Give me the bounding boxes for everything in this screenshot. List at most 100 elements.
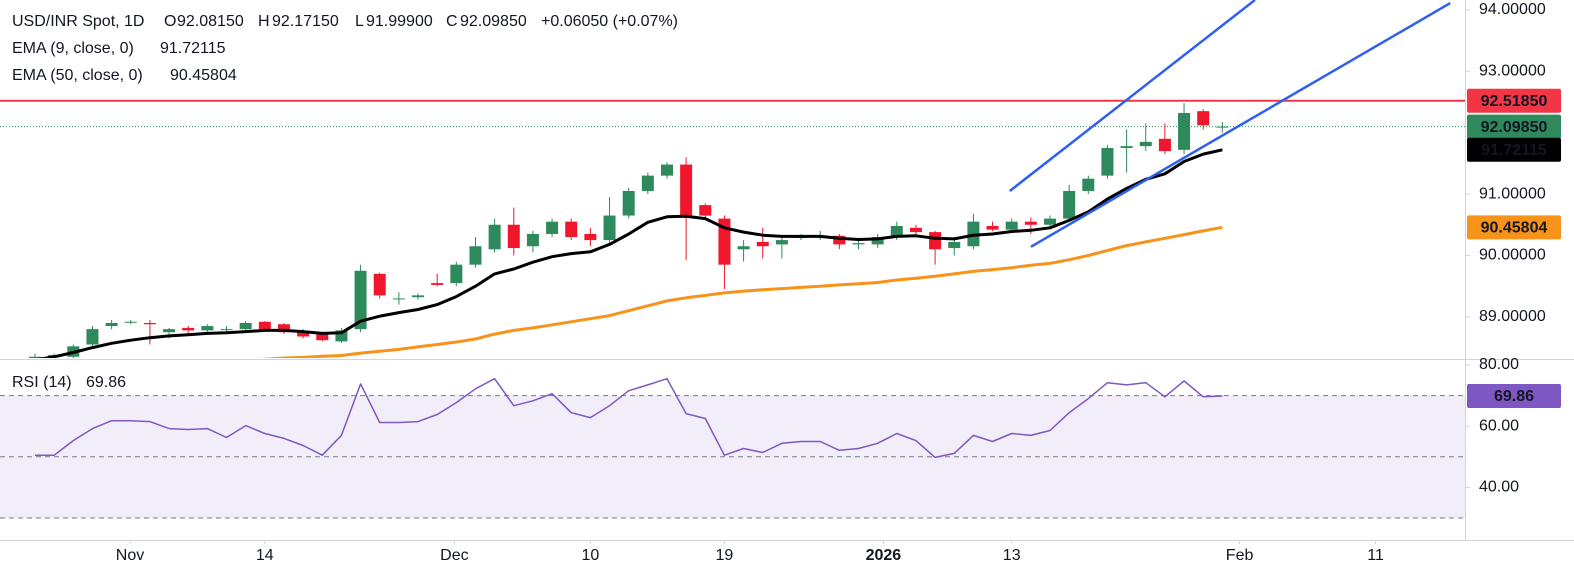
candle-body	[526, 233, 539, 247]
price-badge	[1467, 137, 1561, 162]
candle-body	[986, 225, 999, 230]
candle-body	[565, 221, 578, 238]
candle-body	[335, 330, 348, 342]
candle-body	[622, 190, 635, 216]
ohlc-key: O	[164, 13, 176, 30]
candle-body	[412, 295, 425, 298]
price-badge-label: 92.09850	[1481, 119, 1548, 136]
candle-body	[1101, 147, 1114, 176]
candle-body	[143, 322, 156, 325]
price-badge	[1467, 114, 1561, 139]
candle-body	[450, 264, 463, 284]
candle-body	[488, 224, 501, 250]
change-value: +0.06050 (+0.07%)	[541, 13, 678, 30]
candle-body	[833, 235, 846, 245]
candle-body	[163, 329, 176, 333]
candle-body	[1082, 178, 1095, 191]
candle-body	[1158, 138, 1171, 152]
candle-body	[105, 322, 118, 327]
candle-body	[431, 283, 444, 285]
candle-body	[1197, 111, 1210, 126]
candle-body	[258, 321, 271, 330]
candle-body	[220, 329, 233, 331]
indicator-line	[35, 377, 1223, 459]
candle-body	[1063, 190, 1076, 219]
price-badge	[1467, 384, 1561, 409]
candle-body	[316, 334, 329, 341]
candle-body	[890, 225, 903, 238]
rsi-legend-value: 69.86	[86, 374, 126, 391]
candle-body	[737, 246, 750, 250]
candle-body	[948, 241, 961, 249]
x-tick-label: 11	[1367, 547, 1384, 564]
y-tick-label: 60.00	[1479, 417, 1519, 434]
symbol-title: USD/INR Spot, 1D	[12, 13, 144, 30]
trend-line	[1030, 1, 1451, 248]
candle-body	[354, 270, 367, 330]
candle-body	[1178, 112, 1191, 150]
candle-body	[239, 322, 252, 330]
x-tick-label: 10	[581, 547, 599, 564]
candle-body	[277, 324, 290, 333]
candle-body	[373, 273, 386, 296]
price-badge-label: 69.86	[1494, 388, 1534, 405]
candle-body	[201, 326, 214, 331]
ohlc-value: 92.08150	[177, 13, 244, 30]
x-tick-label: 14	[256, 547, 274, 564]
y-tick-label: 94.00000	[1479, 1, 1546, 18]
candle-body	[641, 175, 654, 191]
indicator-line	[255, 225, 1223, 358]
price-badge	[1467, 215, 1561, 240]
candle-body	[507, 224, 520, 249]
x-tick-label: Nov	[116, 547, 144, 564]
candle-body	[756, 241, 769, 247]
price-badge-label: 92.51850	[1481, 93, 1548, 110]
x-tick-label: 19	[716, 547, 734, 564]
candle-body	[680, 164, 693, 216]
candle-body	[392, 298, 405, 300]
candle-body	[699, 205, 712, 216]
price-badge-label: 91.72115	[1481, 142, 1547, 159]
price-badge	[1467, 88, 1561, 113]
y-tick-label: 40.00	[1479, 479, 1519, 496]
ohlc-value: 92.17150	[272, 13, 339, 30]
candle-body	[86, 329, 99, 345]
ohlc-value: 92.09850	[460, 13, 527, 30]
candle-body	[1024, 221, 1037, 225]
candle-body	[929, 232, 942, 250]
ema-legend-name: EMA (9, close, 0)	[12, 40, 134, 57]
x-tick-label: Dec	[440, 547, 468, 564]
y-tick-label: 91.00000	[1479, 185, 1546, 202]
y-tick-label: 93.00000	[1479, 62, 1546, 79]
candle-body	[1120, 146, 1133, 148]
y-tick-label: 90.00000	[1479, 247, 1546, 264]
candle-body	[182, 327, 195, 331]
y-tick-label: 80.00	[1479, 356, 1519, 373]
ema-legend-value: 91.72115	[160, 40, 226, 57]
candle-body	[1005, 221, 1018, 230]
candle-body	[469, 246, 482, 265]
rsi-legend-name: RSI (14)	[12, 374, 72, 391]
ema-legend-value: 90.45804	[170, 67, 237, 84]
plot-layer: 94.00000 93.00000 91.00000 90.00000 89.00000…	[0, 0, 1561, 564]
candle-body	[775, 240, 788, 245]
pane	[0, 0, 1465, 358]
candle-body	[909, 227, 922, 233]
ohlc-key: C	[446, 13, 458, 30]
candle-body	[29, 356, 42, 358]
price-badge-label: 90.45804	[1481, 220, 1548, 237]
x-tick-label: 13	[1003, 547, 1021, 564]
x-tick-label: 2026	[866, 547, 902, 564]
candle-body	[871, 237, 884, 245]
pane	[0, 377, 1465, 519]
ema-legend-name: EMA (50, close, 0)	[12, 67, 143, 84]
legend: USD/INR Spot, 1D O 92.08150 H 92.17150 L…	[12, 13, 678, 391]
ohlc-key: H	[258, 13, 270, 30]
candle-body	[718, 218, 731, 265]
candle-body	[1044, 218, 1057, 225]
indicator-line	[36, 148, 1223, 358]
candle-body	[660, 164, 673, 176]
candle-body	[603, 215, 616, 241]
x-tick-label: Feb	[1226, 547, 1254, 564]
